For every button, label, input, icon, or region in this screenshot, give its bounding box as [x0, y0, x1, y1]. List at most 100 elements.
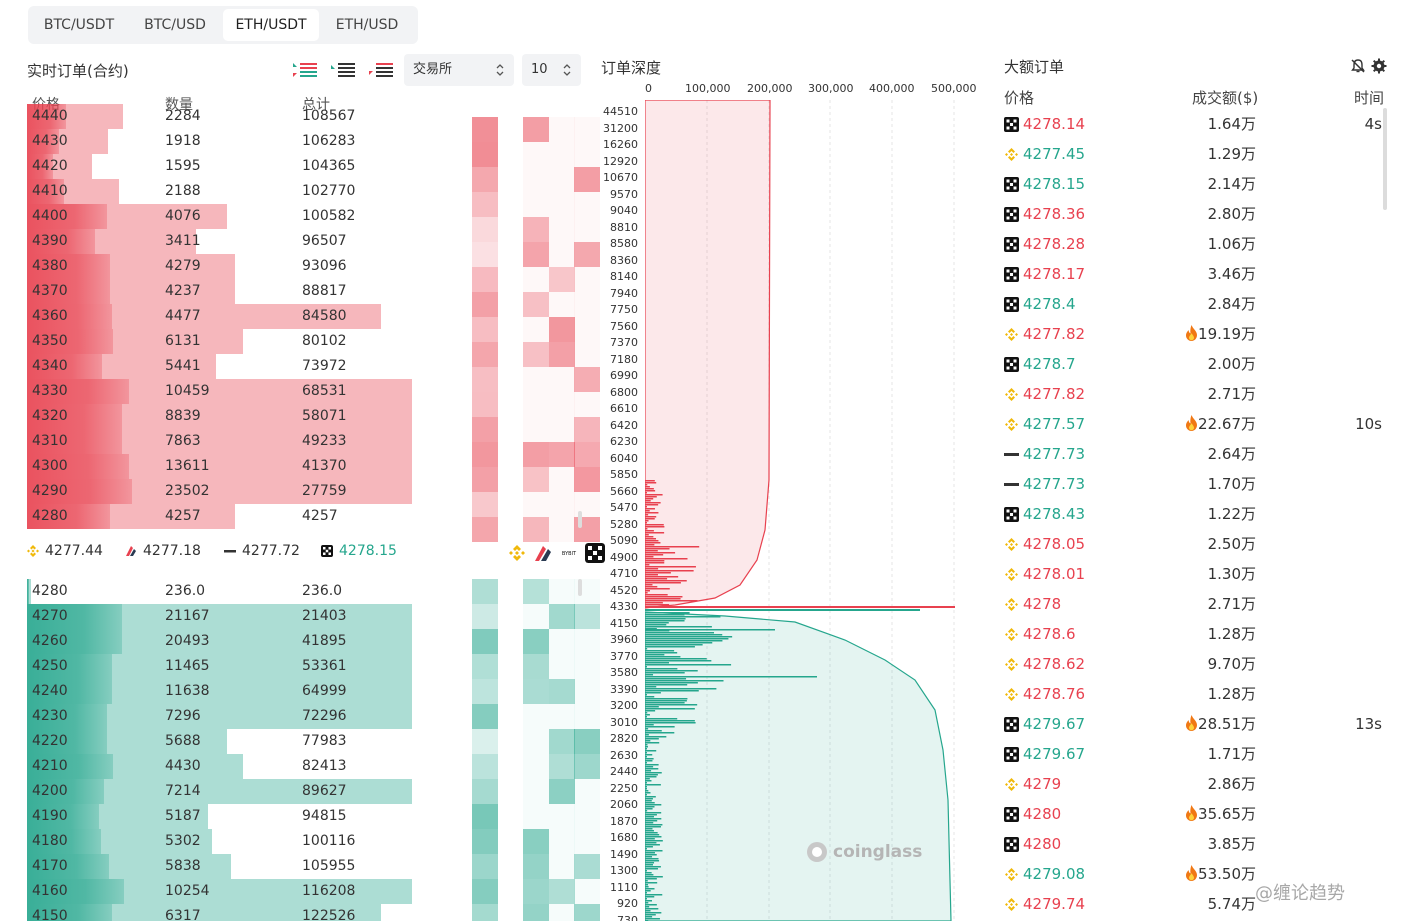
large-order-row[interactable]: 4278.05 2.50万: [1004, 529, 1384, 559]
ask-row[interactable]: 4310 7863 49233: [27, 429, 412, 454]
bid-depth-bar: [645, 662, 670, 664]
large-order-row[interactable]: 4277.73 2.64万: [1004, 439, 1384, 469]
exchange-depth-cell: [523, 217, 549, 242]
bid-row[interactable]: 4190 5187 94815: [27, 804, 412, 829]
bell-off-icon[interactable]: [1350, 58, 1366, 74]
ask-row[interactable]: 4440 2284 108567: [27, 104, 412, 129]
large-order-row[interactable]: 4278.14 1.64万 4s: [1004, 109, 1384, 139]
ask-row[interactable]: 4320 8839 58071: [27, 404, 412, 429]
bid-depth-bar: [645, 856, 653, 858]
large-order-row[interactable]: 4279.67 1.71万: [1004, 739, 1384, 769]
bybit-icon[interactable]: BYBIT: [559, 543, 579, 563]
view-asks-icon[interactable]: [368, 61, 394, 79]
tab-btc-usdt[interactable]: BTC/USDT: [43, 17, 115, 33]
exchange-depth-cell: [574, 367, 600, 392]
order-price: 4278.76: [1023, 685, 1086, 703]
bid-row[interactable]: 4220 5688 77983: [27, 729, 412, 754]
large-order-row[interactable]: 4278 2.71万: [1004, 589, 1384, 619]
bid-row[interactable]: 4210 4430 82413: [27, 754, 412, 779]
large-order-row[interactable]: 4277.82 2.71万: [1004, 379, 1384, 409]
large-order-row[interactable]: 4279.67 28.51万 13s: [1004, 709, 1384, 739]
y-tick-label: 8360: [610, 253, 638, 267]
bid-row[interactable]: 4170 5838 105955: [27, 854, 412, 879]
bid-row[interactable]: 4160 10254 116208: [27, 879, 412, 904]
ask-depth-bar: [645, 548, 670, 550]
bid-row[interactable]: 4280 236.0 236.0: [27, 579, 412, 604]
large-order-row[interactable]: 4277.82 19.19万: [1004, 319, 1384, 349]
large-order-row[interactable]: 4278.28 1.06万: [1004, 229, 1384, 259]
ask-row[interactable]: 4330 10459 68531: [27, 379, 412, 404]
bid-row[interactable]: 4150 6317 122526: [27, 904, 412, 921]
order-amount: 19.19万: [1185, 319, 1256, 349]
large-order-row[interactable]: 4280 35.65万: [1004, 799, 1384, 829]
bid-depth-bar: [645, 782, 647, 784]
large-order-row[interactable]: 4279 2.86万: [1004, 769, 1384, 799]
large-order-row[interactable]: 4279.08 53.50万: [1004, 859, 1384, 889]
ask-depth-bar: [645, 600, 698, 602]
quantity-cell: 8839: [165, 408, 201, 424]
exchange-depth-cell: [523, 879, 549, 904]
gear-icon[interactable]: [1371, 58, 1387, 74]
view-bids-icon[interactable]: [330, 61, 356, 79]
ask-row[interactable]: 4360 4477 84580: [27, 304, 412, 329]
large-order-row[interactable]: 4278.7 2.00万: [1004, 349, 1384, 379]
ask-row[interactable]: 4410 2188 102770: [27, 179, 412, 204]
bid-depth-bar: [645, 609, 920, 611]
large-order-row[interactable]: 4278.62 9.70万: [1004, 649, 1384, 679]
ask-row[interactable]: 4340 5441 73972: [27, 354, 412, 379]
ask-row[interactable]: 4350 6131 80102: [27, 329, 412, 354]
ask-depth-bar: [645, 580, 687, 582]
ask-depth-bar: [645, 554, 664, 556]
ask-row[interactable]: 4280 4257 4257: [27, 504, 412, 529]
tab-eth-usdt[interactable]: ETH/USDT: [223, 9, 319, 41]
ask-row[interactable]: 4430 1918 106283: [27, 129, 412, 154]
binance-icon[interactable]: [507, 543, 527, 563]
large-order-row[interactable]: 4277.45 1.29万: [1004, 139, 1384, 169]
bid-row[interactable]: 4230 7296 72296: [27, 704, 412, 729]
ask-row[interactable]: 4300 13611 41370: [27, 454, 412, 479]
asks-scrollbar[interactable]: [578, 511, 582, 528]
ask-row[interactable]: 4380 4279 93096: [27, 254, 412, 279]
depth-select[interactable]: 10: [522, 54, 581, 86]
ask-row[interactable]: 4400 4076 100582: [27, 204, 412, 229]
ask-row[interactable]: 4290 23502 27759: [27, 479, 412, 504]
large-order-row[interactable]: 4278.17 3.46万: [1004, 259, 1384, 289]
bid-row[interactable]: 4200 7214 89627: [27, 779, 412, 804]
ask-row[interactable]: 4370 4237 88817: [27, 279, 412, 304]
bid-depth-bar: [645, 900, 653, 902]
large-order-row[interactable]: 4278.36 2.80万: [1004, 199, 1384, 229]
tab-btc-usd[interactable]: BTC/USD: [144, 17, 206, 33]
large-order-row[interactable]: 4278.6 1.28万: [1004, 619, 1384, 649]
exchange-depth-cell: [549, 517, 575, 542]
bid-depth-bar: [645, 896, 655, 898]
okx-icon: [1004, 807, 1019, 822]
bid-row[interactable]: 4180 5302 100116: [27, 829, 412, 854]
large-order-row[interactable]: 4278.4 2.84万: [1004, 289, 1384, 319]
exchange-select[interactable]: 交易所: [404, 54, 514, 86]
okx-icon[interactable]: [585, 543, 605, 563]
tab-eth-usd[interactable]: ETH/USD: [335, 17, 399, 33]
large-order-row[interactable]: 4277.57 22.67万 10s: [1004, 409, 1384, 439]
large-order-row[interactable]: 4280 3.85万: [1004, 829, 1384, 859]
large-order-row[interactable]: 4278.76 1.28万: [1004, 679, 1384, 709]
large-order-row[interactable]: 4279.74 5.74万: [1004, 889, 1384, 919]
bids-scrollbar[interactable]: [578, 579, 582, 596]
large-order-row[interactable]: 4278.01 1.30万: [1004, 559, 1384, 589]
bid-depth-bar: [645, 632, 714, 634]
ask-row[interactable]: 4420 1595 104365: [27, 154, 412, 179]
bid-row[interactable]: 4240 11638 64999: [27, 679, 412, 704]
exchange-depth-cell: [523, 117, 549, 142]
bid-row[interactable]: 4250 11465 53361: [27, 654, 412, 679]
y-tick-label: 3960: [610, 633, 638, 646]
large-orders-scrollbar[interactable]: [1383, 108, 1387, 210]
view-both-icon[interactable]: [292, 61, 318, 79]
bid-row[interactable]: 4270 21167 21403: [27, 604, 412, 629]
exchange-depth-cell: [472, 517, 498, 542]
large-order-row[interactable]: 4278.15 2.14万: [1004, 169, 1384, 199]
exchange-depth-cell: [549, 142, 575, 167]
ask-row[interactable]: 4390 3411 96507: [27, 229, 412, 254]
huobi-icon[interactable]: [533, 543, 553, 563]
bid-row[interactable]: 4260 20493 41895: [27, 629, 412, 654]
large-order-row[interactable]: 4278.43 1.22万: [1004, 499, 1384, 529]
large-order-row[interactable]: 4277.73 1.70万: [1004, 469, 1384, 499]
